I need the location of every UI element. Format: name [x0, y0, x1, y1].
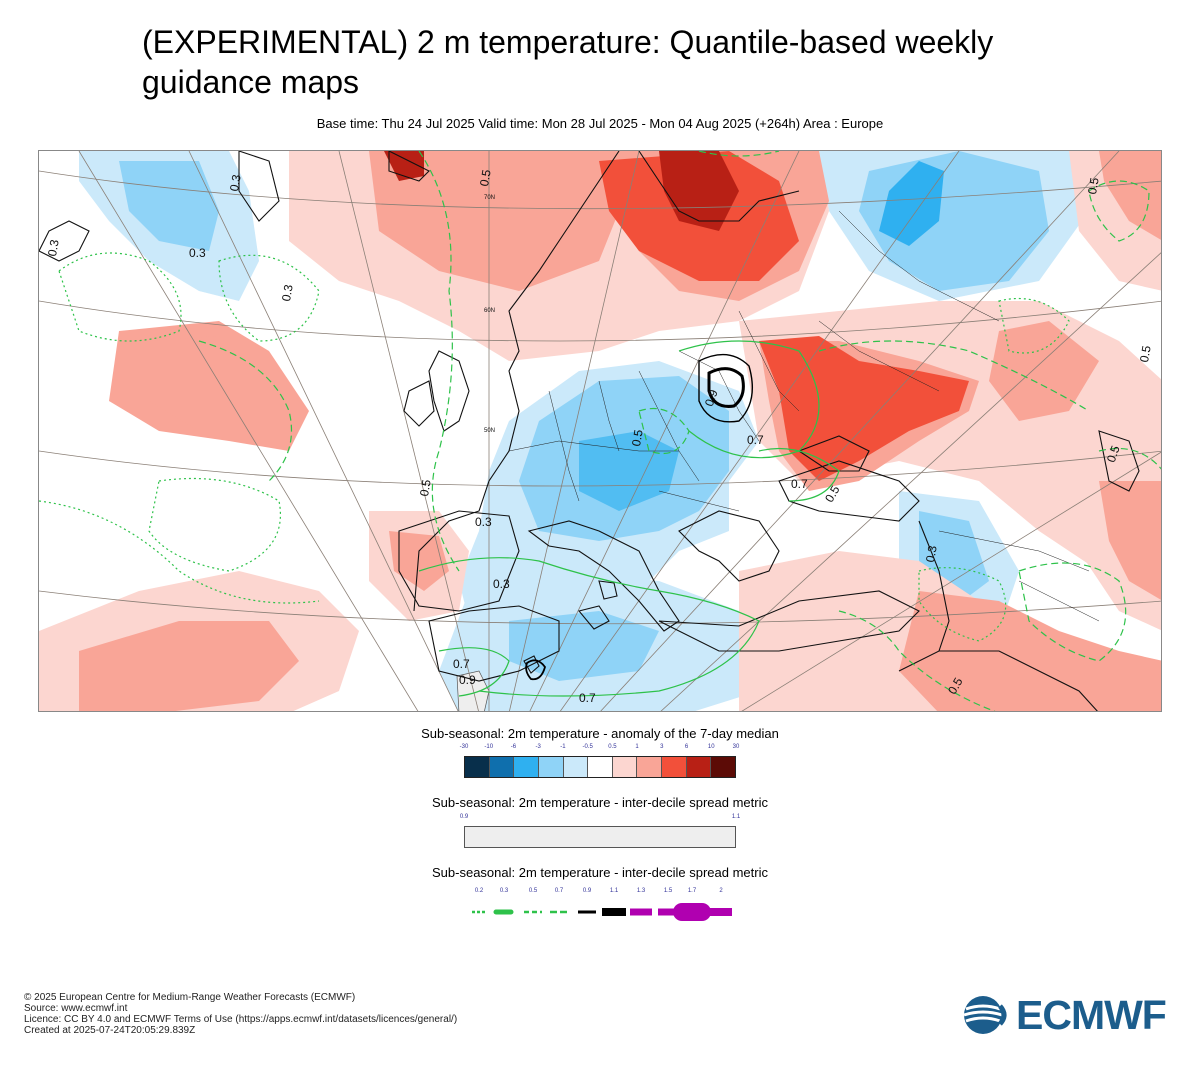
- spread-line-tick-label: 2: [719, 888, 723, 894]
- contour-label: 0.5: [1103, 443, 1123, 465]
- spread-lines-legend-ticks: 0.2 0.3 0.5 0.7 0.9 1.1 1.3 1.5 1.7 2: [464, 888, 736, 898]
- anomaly-color-swatch: [711, 757, 736, 777]
- contour-label: 0.7: [453, 657, 470, 671]
- copyright-text: © 2025 European Centre for Medium-Range …: [24, 992, 356, 1003]
- positive-anomaly-areas: [39, 151, 1161, 711]
- coastlines: [39, 151, 1140, 711]
- source-text: Source: www.ecmwf.int: [24, 1003, 128, 1014]
- spread-lines-key: [472, 903, 732, 921]
- anomaly-tick-label: 1: [635, 744, 639, 750]
- page-title: (EXPERIMENTAL) 2 m temperature: Quantile…: [142, 24, 994, 100]
- lat-label: 70N: [484, 195, 496, 201]
- anomaly-color-swatch: [588, 757, 613, 777]
- anomaly-color-swatch: [563, 757, 589, 777]
- graticule: [39, 151, 1161, 711]
- anomaly-tick-label: -10: [484, 744, 494, 750]
- country-borders: [508, 210, 1100, 622]
- contour-label: 0.5: [822, 483, 843, 505]
- anomaly-legend-title: Sub-seasonal: 2m temperature - anomaly o…: [421, 726, 779, 741]
- ecmwf-logo-text: ECMWF: [1016, 992, 1167, 1038]
- anomaly-tick-label: -3: [535, 744, 541, 750]
- contour-label: 0.5: [629, 428, 646, 448]
- anomaly-color-swatch: [686, 757, 712, 777]
- contour-label: 0.5: [477, 168, 494, 188]
- spread-line-tick-label: 1.7: [687, 888, 697, 894]
- contour-label: 0.3: [227, 173, 244, 193]
- spread-line-tick-label: 0.5: [528, 888, 538, 894]
- contour-label: 0.5: [417, 478, 434, 498]
- spread-line-tick-label: 0.9: [582, 888, 592, 894]
- anomaly-color-swatch: [465, 757, 490, 777]
- ecmwf-logo-icon: [963, 996, 1007, 1034]
- spread-line-tick-label: 0.7: [554, 888, 564, 894]
- contour-label: 0.9: [701, 387, 721, 409]
- lat-label: 60N: [484, 308, 496, 314]
- spread-fill-tick: 0.9: [459, 814, 469, 820]
- spread-line-tick-label: 0.2: [474, 888, 484, 894]
- page-subtitle: Base time: Thu 24 Jul 2025 Valid time: M…: [316, 116, 884, 131]
- contour-label: 0.5: [1085, 176, 1102, 196]
- spread-line-tick-label: 1.3: [636, 888, 646, 894]
- contour-label: 0.3: [279, 283, 296, 303]
- contour-label: 0.3: [45, 238, 62, 258]
- anomaly-color-swatch: [538, 757, 564, 777]
- map-svg: [39, 151, 1161, 711]
- anomaly-tick-label: 10: [707, 744, 715, 750]
- contour-label: 0.7: [791, 477, 808, 491]
- contour-label: 0.7: [579, 691, 596, 705]
- anomaly-tick-label: 30: [732, 744, 740, 750]
- spread-lines-legend-title: Sub-seasonal: 2m temperature - inter-dec…: [432, 865, 768, 880]
- anomaly-tick-label: 3: [660, 744, 664, 750]
- anomaly-tick-label: -6: [510, 744, 517, 750]
- spread-fill-tick: 1.1: [731, 814, 741, 820]
- contour-label: 0.3: [493, 577, 510, 591]
- credits: © 2025 European Centre for Medium-Range …: [24, 992, 457, 1036]
- contour-label: 0.5: [1137, 344, 1154, 364]
- anomaly-tick-label: 6: [684, 744, 689, 750]
- lat-label: 50N: [484, 428, 496, 434]
- anomaly-color-swatch: [612, 757, 638, 777]
- contour-label: 0.9: [459, 673, 476, 687]
- spread-fill-legend-title: Sub-seasonal: 2m temperature - inter-dec…: [432, 795, 768, 810]
- spread-fill-bar: [464, 826, 736, 848]
- spread-fill-legend-ticks: 0.9 1.1: [460, 814, 740, 824]
- spread-line-tick-label: 1.1: [609, 888, 619, 894]
- anomaly-color-bar: [464, 756, 736, 778]
- anomaly-color-swatch: [637, 757, 663, 777]
- anomaly-color-swatch: [514, 757, 539, 777]
- ecmwf-logo: ECMWF: [962, 992, 1178, 1038]
- contour-label: 0.3: [189, 246, 206, 260]
- licence-text: Licence: CC BY 4.0 and ECMWF Terms of Us…: [24, 1014, 458, 1025]
- anomaly-tick-label: -30: [459, 744, 469, 750]
- anomaly-tick-label: -0.5: [582, 744, 593, 750]
- anomaly-color-swatch: [489, 757, 515, 777]
- spread-contours: [39, 151, 1161, 711]
- contour-label: 0.3: [475, 515, 492, 529]
- anomaly-tick-label: 0.5: [608, 744, 617, 750]
- anomaly-tick-label: -1: [560, 744, 566, 750]
- contour-label: 0.3: [923, 544, 940, 564]
- created-text: Created at 2025-07-24T20:05:29.839Z: [24, 1025, 196, 1036]
- spread-line-tick-label: 1.5: [663, 888, 673, 894]
- contour-label: 0.7: [747, 433, 764, 447]
- spread-line-tick-label: 0.3: [499, 888, 509, 894]
- anomaly-color-swatch: [662, 757, 687, 777]
- high-spread-contours: [525, 353, 753, 681]
- europe-map: 0.3 0.3 0.3 0.3 0.3 0.3 0.3 0.5 0.5 0.5 …: [38, 150, 1162, 712]
- anomaly-legend-ticks: -30 -10 -6 -3 -1 -0.5 0.5 1 3 6 10 30: [460, 744, 740, 754]
- contour-label-layer: 0.3 0.3 0.3 0.3 0.3 0.3 0.3 0.5 0.5 0.5 …: [39, 151, 1161, 711]
- contour-label: 0.5: [945, 675, 966, 697]
